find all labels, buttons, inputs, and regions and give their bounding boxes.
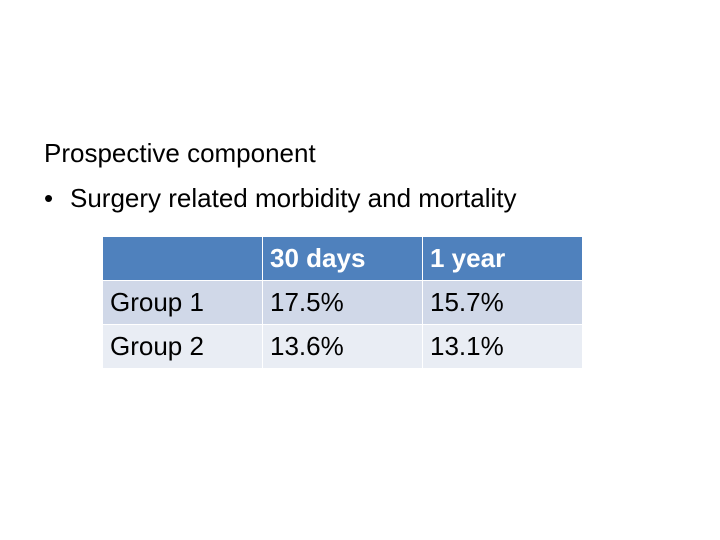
bullet-item: • Surgery related morbidity and mortality <box>44 181 517 215</box>
row-label: Group 2 <box>102 324 263 369</box>
table-cell: 15.7% <box>422 280 583 325</box>
row-label: Group 1 <box>102 280 263 325</box>
table-row: Group 1 17.5% 15.7% <box>102 280 583 325</box>
table-cell: 13.1% <box>422 324 583 369</box>
table-row: Group 2 13.6% 13.1% <box>102 324 583 369</box>
slide-heading: Prospective component <box>44 138 316 168</box>
header-cell-30-days: 30 days <box>262 236 423 281</box>
table-cell: 13.6% <box>262 324 423 369</box>
header-cell-1-year: 1 year <box>422 236 583 281</box>
bullet-text: Surgery related morbidity and mortality <box>70 183 517 213</box>
table-header-row: 30 days 1 year <box>102 236 583 281</box>
results-table: 30 days 1 year Group 1 17.5% 15.7% Group… <box>102 236 583 369</box>
bullet-marker: • <box>44 183 54 213</box>
table-cell: 17.5% <box>262 280 423 325</box>
header-cell-empty <box>102 236 263 281</box>
